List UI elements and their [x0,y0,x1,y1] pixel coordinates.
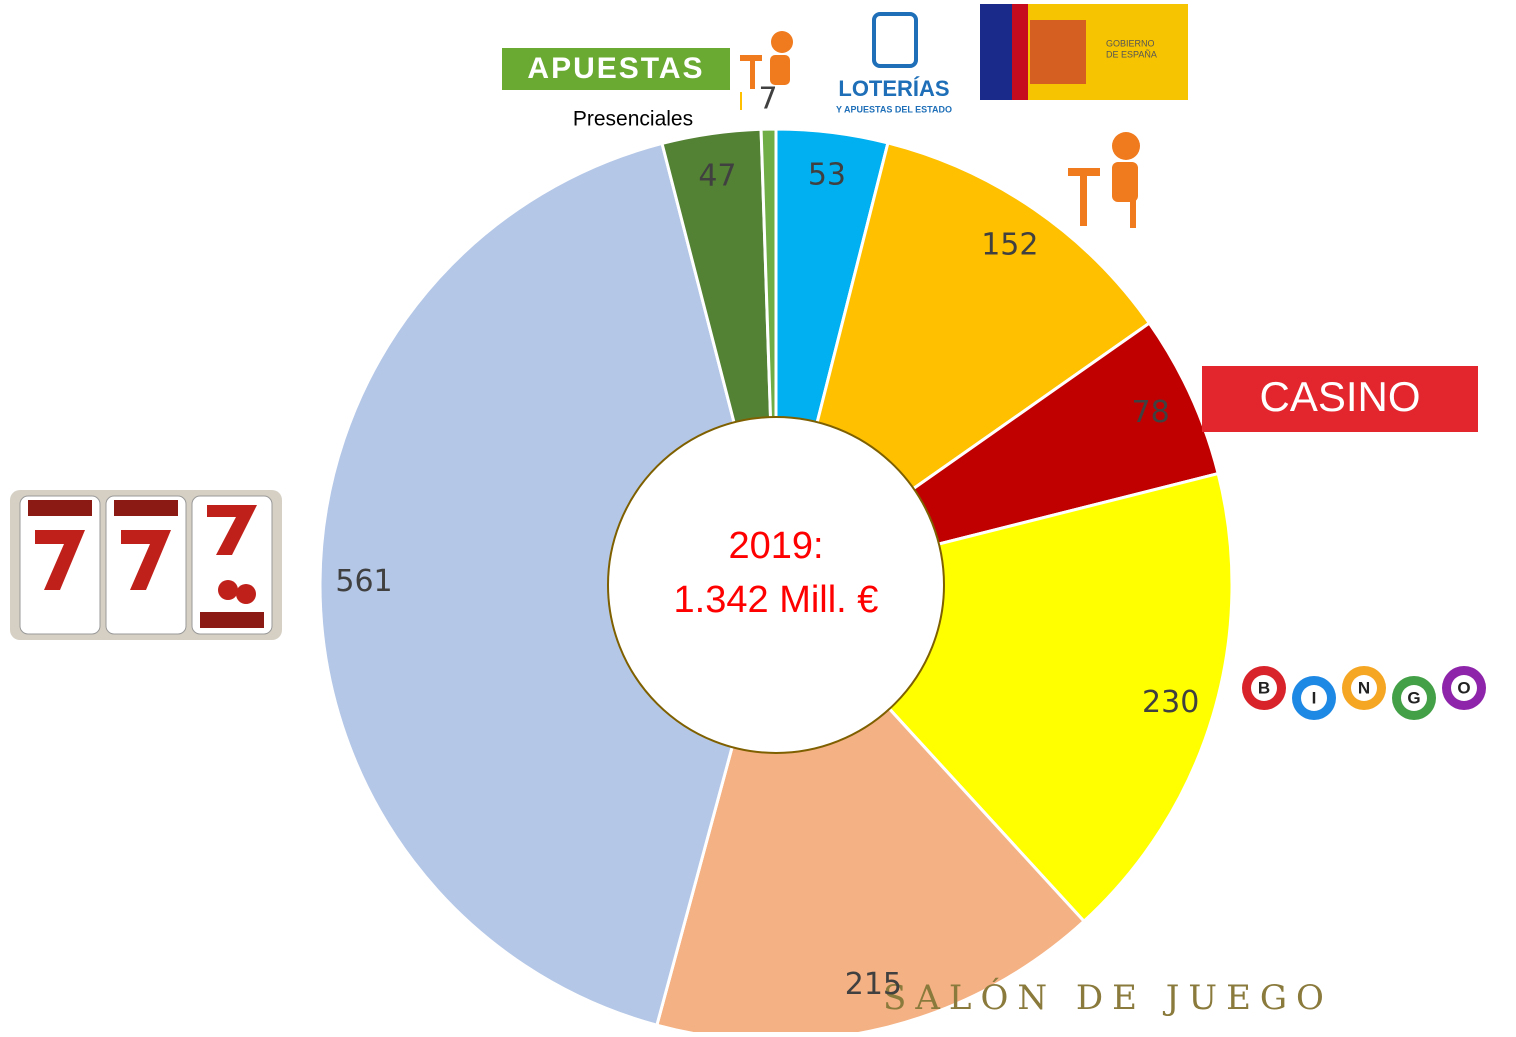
center-title: 2019: [728,525,823,567]
gobierno-text: DE ESPAÑA [1106,49,1157,59]
bingo-ball-center [1401,685,1427,711]
casino-text: CASINO [1259,373,1420,420]
salon-text: SALÓN DE JUEGO [883,977,1333,1018]
coat-of-arms [1030,20,1086,84]
bingo-letter: B [1258,678,1270,697]
value-label: 230 [1142,685,1199,720]
bingo-letter: O [1457,678,1470,697]
bingo-ball-center [1251,675,1277,701]
value-label: 53 [808,158,846,193]
bingo-ball-center [1451,675,1477,701]
slot-machine-icon [10,490,282,640]
loterias-icon [872,12,918,68]
donut-slice [318,141,778,1028]
bingo-ball-center [1301,685,1327,711]
bingo-letter: I [1312,688,1317,707]
apuestas-logo [502,48,730,90]
loterias-subtext: Y APUESTAS DEL ESTADO [836,104,952,114]
presenciales-label: Presenciales [573,108,693,131]
center-total: 1.342 Mill. € [674,579,879,621]
bingo-letter: G [1407,688,1420,707]
worker-icon [1068,132,1140,228]
loterias-text: LOTERÍAS [838,76,949,101]
apuestas-text: APUESTAS [527,52,704,85]
value-label: 47 [698,159,736,194]
value-label: 561 [335,564,392,599]
worker-icon [740,31,793,89]
value-label: 152 [981,227,1038,262]
value-label: 215 [845,967,902,1002]
bingo-ball-center [1351,675,1377,701]
value-label: 78 [1132,395,1170,430]
flag-band [1012,4,1028,100]
gobierno-text: GOBIERNO [1106,38,1155,48]
value-label: 7 [759,82,778,117]
casino-logo [1202,366,1478,432]
donut-hole [607,416,945,754]
bingo-letter: N [1358,678,1370,697]
eu-flag [980,4,1012,100]
